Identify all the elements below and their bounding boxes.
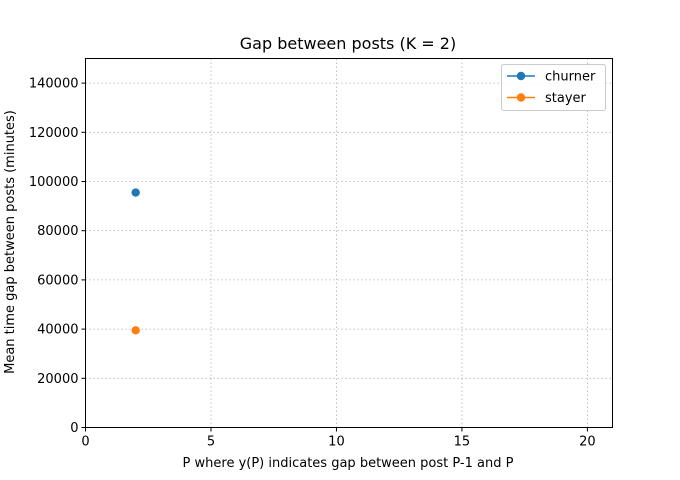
legend-label-stayer: stayer [545, 91, 587, 106]
point-churner [131, 188, 140, 197]
y-tick-label: 80000 [37, 224, 78, 239]
plot-frame [85, 58, 613, 428]
x-axis-ticks: 0 5 10 15 20 [81, 427, 596, 450]
y-tick-label: 20000 [37, 372, 78, 387]
data-points [131, 188, 140, 335]
legend-label-churner: churner [545, 70, 596, 85]
x-axis-label: P where y(P) indicates gap between post … [183, 456, 514, 471]
x-tick-label: 10 [328, 435, 345, 450]
y-axis-ticks: 0 20000 40000 60000 80000 100000 120000 140000 [29, 77, 86, 436]
y-tick-label: 120000 [29, 126, 79, 141]
legend: churner stayer [501, 64, 606, 111]
grid [85, 58, 613, 428]
x-tick-label: 15 [454, 435, 471, 450]
chart-title: Gap between posts (K = 2) [240, 34, 456, 53]
y-tick-label: 60000 [37, 273, 78, 288]
y-tick-label: 140000 [29, 77, 79, 92]
legend-marker-stayer [516, 93, 526, 102]
legend-marker-churner [516, 71, 526, 81]
point-stayer [131, 326, 140, 335]
y-tick-label: 0 [70, 421, 78, 436]
y-tick-label: 100000 [29, 175, 79, 190]
y-tick-label: 40000 [37, 323, 78, 338]
x-tick-label: 20 [579, 435, 596, 450]
x-tick-label: 0 [81, 435, 89, 450]
x-tick-label: 5 [207, 435, 215, 450]
y-axis-label: Mean time gap between posts (minutes) [3, 110, 18, 374]
